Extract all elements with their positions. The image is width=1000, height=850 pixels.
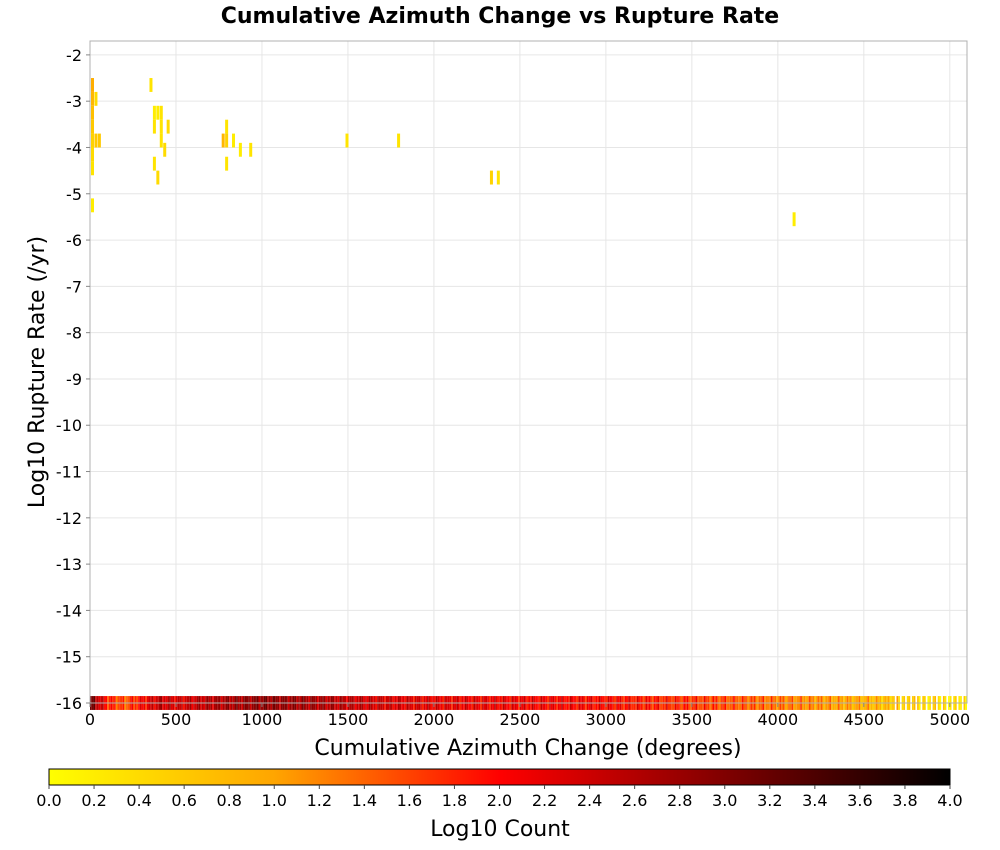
colorbar-tick-label: 2.0 — [487, 791, 512, 810]
grid — [89, 41, 967, 704]
heatmap-cell — [792, 212, 796, 227]
colorbar-tick-label: 1.4 — [352, 791, 377, 810]
x-tick-label: 5000 — [929, 710, 970, 729]
colorbar-tick-label: 0.2 — [81, 791, 106, 810]
colorbar — [48, 768, 951, 786]
plot-frame — [89, 40, 968, 704]
y-tick-label: -10 — [56, 416, 82, 435]
heatmap-cell — [249, 142, 253, 157]
heatmap-cells — [90, 78, 967, 710]
heatmap-cell — [225, 156, 229, 171]
heatmap-cell — [91, 198, 94, 213]
heatmap-cell — [91, 133, 94, 148]
y-tick-label: -15 — [56, 648, 82, 667]
heatmap-cell — [156, 170, 160, 185]
colorbar-tick-label: 1.8 — [442, 791, 467, 810]
x-tick-label: 500 — [161, 710, 192, 729]
colorbar-label: Log10 Count — [430, 817, 570, 842]
y-axis-label: Log10 Rupture Rate (/yr) — [25, 236, 50, 508]
y-tick-label: -8 — [66, 324, 82, 343]
colorbar-tick-label: 0.6 — [171, 791, 196, 810]
y-tick-label: -5 — [66, 185, 82, 204]
y-tick-label: -12 — [56, 509, 82, 528]
heatmap-cell — [232, 133, 236, 148]
y-tick-label: -7 — [66, 277, 82, 296]
colorbar-tick-label: 2.4 — [577, 791, 602, 810]
y-tick-label: -16 — [56, 694, 82, 713]
heatmap-cell — [225, 119, 229, 134]
heatmap-cell — [166, 119, 170, 134]
x-tick-label: 2500 — [500, 710, 541, 729]
colorbar-tick-label: 2.6 — [622, 791, 647, 810]
colorbar-tick-label: 0.8 — [216, 791, 241, 810]
heatmap-cell — [91, 91, 94, 106]
heatmap-cell — [97, 133, 101, 148]
chart-title: Cumulative Azimuth Change vs Rupture Rat… — [221, 4, 779, 29]
heatmap-cell — [152, 119, 156, 134]
heatmap-cell — [91, 105, 94, 120]
colorbar-tick-label: 3.0 — [712, 791, 737, 810]
heatmap-cell — [91, 78, 94, 92]
heatmap-cell — [225, 133, 229, 148]
x-tick-label: 3500 — [672, 710, 713, 729]
colorbar-tick-label: 2.8 — [667, 791, 692, 810]
heatmap-cell — [94, 133, 98, 148]
heatmap-cell — [238, 142, 242, 157]
heatmap-cell — [91, 161, 94, 176]
colorbar-tick-label: 1.2 — [307, 791, 332, 810]
y-tick-label: -2 — [66, 46, 82, 65]
y-tick-label: -14 — [56, 601, 82, 620]
colorbar-tick-label: 3.2 — [757, 791, 782, 810]
y-tick-label: -4 — [66, 138, 82, 157]
heatmap-cell — [221, 133, 225, 148]
colorbar-tick-label: 0.4 — [126, 791, 151, 810]
colorbar-tick-label: 1.0 — [262, 791, 287, 810]
heatmap-cell — [496, 170, 500, 185]
heatmap-cell — [345, 133, 349, 148]
x-tick-label: 3000 — [586, 710, 627, 729]
heatmap-cell — [159, 119, 163, 134]
x-tick-label: 1500 — [328, 710, 369, 729]
x-tick-label: 4000 — [757, 710, 798, 729]
heatmap-cell — [152, 156, 156, 171]
axes: 0 500 1000 1500 2000 2500 3000 3500 4000 4500 5000… — [56, 46, 970, 729]
heatmap-cell — [94, 91, 98, 106]
x-tick-label: 4500 — [843, 710, 884, 729]
x-tick-label: 2000 — [414, 710, 455, 729]
colorbar-tick-label: 1.6 — [397, 791, 422, 810]
y-tick-label: -3 — [66, 92, 82, 111]
heatmap-cell — [159, 133, 163, 148]
y-tick-label: -13 — [56, 555, 82, 574]
x-tick-label: 1000 — [242, 710, 283, 729]
y-tick-label: -6 — [66, 231, 82, 250]
heatmap-cell — [149, 78, 153, 92]
heatmap-cell — [152, 105, 156, 120]
x-tick-label: 0 — [85, 710, 95, 729]
colorbar-tick-label: 2.2 — [532, 791, 557, 810]
heatmap-cell — [397, 133, 401, 148]
colorbar-ticks: 0.0 0.2 0.4 0.6 0.8 1.0 1.2 1.4 1.6 1.8 2.0 2.2 2.4 2… — [36, 785, 963, 810]
y-tick-label: -11 — [56, 463, 82, 482]
x-axis-label: Cumulative Azimuth Change (degrees) — [314, 736, 741, 761]
y-tick-label: -9 — [66, 370, 82, 389]
heatmap-cell — [91, 147, 94, 162]
colorbar-tick-label: 3.4 — [802, 791, 827, 810]
heatmap-cell — [163, 142, 167, 157]
colorbar-tick-label: 0.0 — [36, 791, 61, 810]
colorbar-tick-label: 3.8 — [892, 791, 917, 810]
heatmap-cell — [91, 119, 94, 134]
colorbar-tick-label: 4.0 — [937, 791, 962, 810]
heatmap-cell — [489, 170, 493, 185]
colorbar-tick-label: 3.6 — [847, 791, 872, 810]
heatmap-cell — [159, 105, 163, 120]
heatmap-cell — [156, 105, 160, 120]
